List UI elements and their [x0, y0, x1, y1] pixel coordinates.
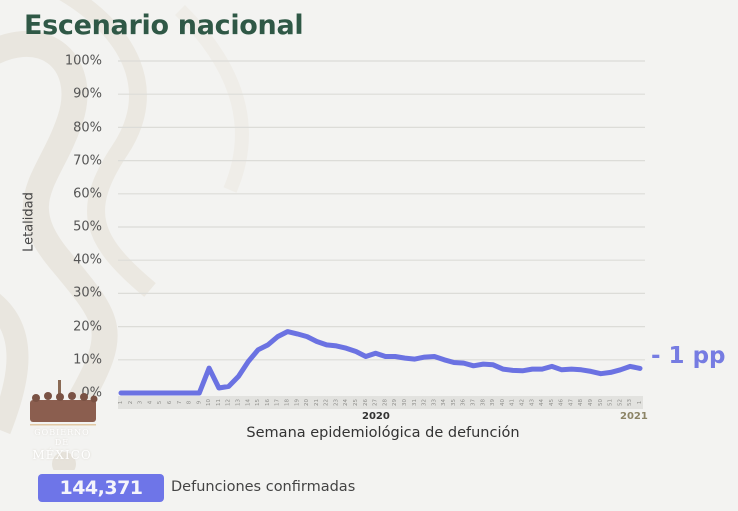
y-tick-label: 60%	[73, 186, 102, 202]
x-tick-label: 6	[167, 400, 173, 404]
x-tick-label: 40	[500, 399, 506, 406]
change-annotation: - 1 pp	[651, 343, 726, 369]
x-tick-label: 8	[187, 400, 193, 404]
confirmed-deaths-label: Defunciones confirmadas	[171, 479, 356, 495]
logo-text: GOBIERNO DE MÉXICO	[26, 428, 98, 462]
x-tick-label: 25	[353, 399, 359, 406]
x-tick-label: 24	[343, 399, 349, 406]
x-tick-label: 45	[549, 399, 555, 406]
x-tick-label: 33	[431, 399, 437, 406]
logo-line-1: GOBIERNO DE	[34, 428, 90, 447]
y-tick-label: 10%	[73, 352, 102, 368]
y-tick-label: 100%	[64, 53, 102, 69]
y-tick-label: 50%	[73, 219, 102, 235]
y-tick-label: 70%	[73, 153, 102, 169]
x-tick-label: 47	[568, 399, 574, 406]
grid-lines	[118, 60, 645, 361]
x-tick-label: 34	[441, 399, 447, 406]
x-tick-label: 37	[471, 399, 477, 406]
x-tick-label: 10	[206, 399, 212, 406]
x-tick-label: 29	[392, 399, 398, 406]
x-tick-label: 50	[598, 399, 604, 406]
x-tick-label: 27	[373, 399, 379, 406]
x-tick-label: 46	[559, 399, 565, 406]
x-tick-label: 13	[236, 399, 242, 406]
x-tick-label: 1	[637, 401, 643, 405]
x-tick-label: 41	[510, 399, 516, 406]
y-tick-label: 80%	[73, 120, 102, 136]
x-tick-label: 51	[608, 399, 614, 406]
x-tick-label: 38	[480, 399, 486, 406]
y-tick-label: 30%	[73, 285, 102, 301]
x-tick-label: 23	[333, 399, 339, 406]
y-tick-label: 40%	[73, 252, 102, 268]
x-tick-label: 1	[118, 401, 124, 405]
x-axis-tick-labels: 1 2 3 4 5 6 7 8 9 10 11 12 13 14 15 16 17 18 19 20 21 22 23 24 2…	[118, 399, 643, 406]
x-tick-label: 42	[519, 399, 525, 406]
y-tick-label: 90%	[73, 86, 102, 102]
x-tick-label: 48	[578, 399, 584, 406]
x-tick-label: 11	[216, 399, 222, 406]
y-tick-label: 20%	[73, 319, 102, 335]
x-tick-label: 32	[422, 399, 428, 406]
x-tick-label: 43	[529, 399, 535, 406]
x-tick-label: 3	[138, 400, 144, 404]
x-axis-tick-strip	[118, 396, 643, 409]
x-tick-label: 39	[490, 399, 496, 406]
x-tick-label: 18	[284, 399, 290, 406]
x-tick-label: 17	[275, 399, 281, 406]
x-tick-label: 22	[324, 399, 330, 406]
government-logo-icon	[30, 380, 98, 470]
x-tick-label: 21	[314, 399, 320, 406]
x-tick-label: 12	[226, 399, 232, 406]
page-title: Escenario nacional	[24, 10, 304, 41]
x-tick-label: 28	[382, 399, 388, 406]
x-tick-label: 16	[265, 399, 271, 406]
x-tick-label: 36	[461, 399, 467, 406]
logo-line-2: MÉXICO	[32, 448, 92, 462]
x-tick-label: 31	[412, 399, 418, 406]
x-tick-label: 35	[451, 399, 457, 406]
confirmed-deaths-count: 144,371	[59, 477, 143, 499]
lethality-line	[118, 329, 643, 396]
x-tick-label: 44	[539, 399, 545, 406]
x-tick-label: 9	[196, 400, 202, 404]
x-tick-label: 19	[294, 399, 300, 406]
x-tick-label: 53	[627, 399, 633, 406]
x-tick-label: 7	[177, 400, 183, 404]
x-tick-label: 4	[147, 400, 153, 404]
year-label-2021: 2021	[620, 411, 648, 422]
year-label-2020: 2020	[362, 411, 390, 422]
x-tick-label: 2	[128, 401, 134, 405]
x-tick-label: 14	[245, 399, 251, 406]
x-tick-label: 20	[304, 399, 310, 406]
x-tick-label: 30	[402, 399, 408, 406]
x-tick-label: 49	[588, 399, 594, 406]
x-tick-label: 52	[617, 399, 623, 406]
x-tick-label: 15	[255, 399, 261, 406]
x-tick-label: 26	[363, 399, 369, 406]
x-tick-label: 5	[157, 400, 163, 404]
confirmed-deaths-badge: 144,371	[38, 474, 164, 502]
x-axis-label: Semana epidemiológica de defunción	[246, 425, 520, 441]
y-axis-label: Letalidad	[21, 192, 37, 252]
